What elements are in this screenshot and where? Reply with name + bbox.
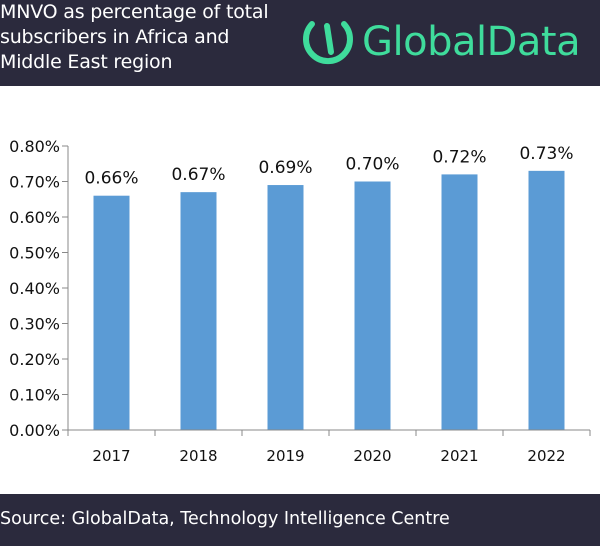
bar-2022 xyxy=(528,170,565,430)
bar-2021 xyxy=(441,174,478,430)
header-banner: MNVO as percentage of total subscribers … xyxy=(0,0,600,86)
y-tick-label: 0.50% xyxy=(9,244,60,263)
y-tick-label: 0.10% xyxy=(9,386,60,405)
chart-title-line-2: subscribers in Africa and xyxy=(0,26,230,48)
bar-chart: 0.00% 0.10% 0.20% 0.30% 0.40% 0.50% 0.60% 0.70%… xyxy=(9,137,591,465)
y-tick-label: 0.20% xyxy=(9,350,60,369)
data-label-2020: 0.70% xyxy=(345,155,399,175)
y-tick-label: 0.60% xyxy=(9,208,60,227)
x-tick-label-2017: 2017 xyxy=(92,447,130,465)
data-label-2017: 0.66% xyxy=(84,169,138,189)
globaldata-logo: GlobalData xyxy=(300,12,600,74)
y-tick-label: 0.00% xyxy=(9,421,60,440)
bar-2017 xyxy=(93,195,130,430)
x-tick-label-2021: 2021 xyxy=(440,447,478,465)
x-tick-label-2019: 2019 xyxy=(266,447,304,465)
y-tick-label: 0.80% xyxy=(9,137,60,156)
y-tick-label: 0.70% xyxy=(9,173,60,192)
logo-wordmark: GlobalData xyxy=(362,19,581,65)
data-label-2021: 0.72% xyxy=(432,147,486,167)
x-tick-label-2018: 2018 xyxy=(179,447,217,465)
source-note: Source: GlobalData, Technology Intellige… xyxy=(0,509,450,529)
x-tick-label-2020: 2020 xyxy=(353,447,391,465)
y-tick-label: 0.40% xyxy=(9,279,60,298)
bar-2018 xyxy=(180,192,217,430)
data-label-2019: 0.69% xyxy=(258,158,312,178)
bar-2019 xyxy=(267,185,304,430)
chart-title-line-3: Middle East region xyxy=(0,51,173,73)
chart-area: 0.00% 0.10% 0.20% 0.30% 0.40% 0.50% 0.60% 0.70%… xyxy=(0,86,600,494)
chart-title: MNVO as percentage of total subscribers … xyxy=(0,0,300,75)
y-tick-label: 0.30% xyxy=(9,315,60,334)
bar-2020 xyxy=(354,181,391,430)
globaldata-logo-icon xyxy=(303,21,353,65)
footer-banner: Source: GlobalData, Technology Intellige… xyxy=(0,494,600,546)
data-label-2022: 0.73% xyxy=(519,144,573,164)
data-label-2018: 0.67% xyxy=(171,165,225,185)
chart-title-line-1: MNVO as percentage of total xyxy=(0,1,269,23)
x-tick-label-2022: 2022 xyxy=(527,447,565,465)
